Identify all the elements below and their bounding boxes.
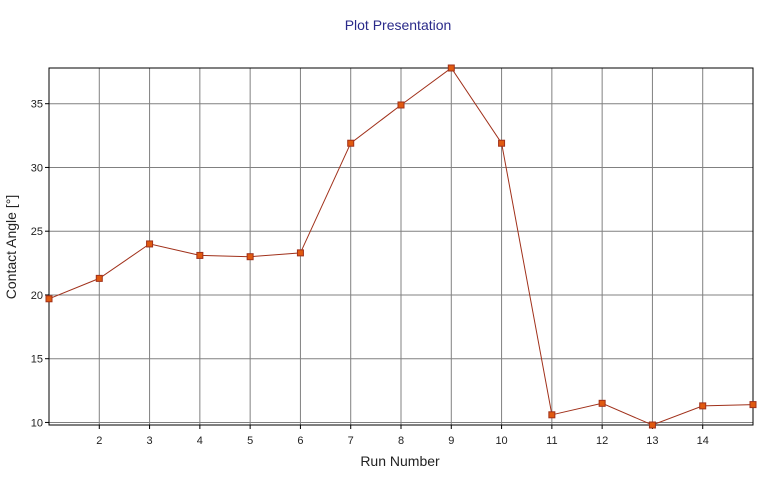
series-markers [45,64,757,429]
data-point [397,101,405,109]
data-point [648,421,656,429]
data-point [347,139,355,147]
data-point [246,253,254,261]
grid [49,68,753,425]
data-point [95,274,103,282]
chart-title: Plot Presentation [345,17,452,33]
data-point [548,411,556,419]
data-point [749,401,757,409]
x-tick-label: 9 [448,435,454,447]
data-point [699,402,707,410]
x-tick-label: 3 [147,435,153,447]
x-tick-label: 7 [348,435,354,447]
y-tick-label: 10 [31,417,43,429]
y-tick-label: 35 [31,99,43,111]
x-tick-label: 13 [646,435,658,447]
data-point [598,399,606,407]
x-tick-label: 10 [495,435,507,447]
data-point [498,139,506,147]
x-axis-label: Run Number [360,453,440,469]
y-tick-label: 30 [31,162,43,174]
y-axis-ticks: 10 15 20 25 30 35 [31,99,49,429]
data-point [296,249,304,257]
y-axis-label: Contact Angle [°] [3,195,19,299]
data-point [45,295,53,303]
x-tick-label: 14 [697,435,709,447]
x-tick-label: 5 [247,435,253,447]
y-tick-label: 20 [31,290,43,302]
data-point [196,251,204,259]
x-tick-label: 4 [197,435,203,447]
y-tick-label: 15 [31,354,43,366]
x-tick-label: 12 [596,435,608,447]
data-point [447,64,455,72]
x-tick-label: 8 [398,435,404,447]
x-tick-label: 11 [546,435,557,447]
x-axis-ticks: 2 3 4 5 6 7 8 9 10 11 12 13 14 [96,425,709,447]
data-point [146,240,154,248]
x-tick-label: 2 [96,435,102,447]
y-tick-label: 25 [31,226,43,238]
x-tick-label: 6 [297,435,303,447]
